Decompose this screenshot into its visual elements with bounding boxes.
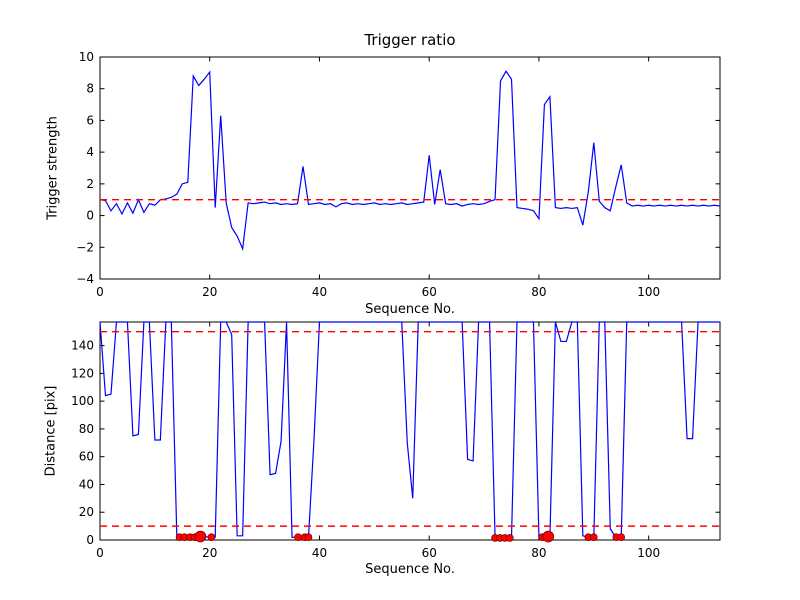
y-tick-label: 2 [86,177,94,191]
trigger-strength-line [99,70,721,252]
y-tick-label: 80 [79,422,94,436]
x-tick-label: 60 [422,546,437,560]
y-tick-label: 20 [79,505,94,519]
y-tick-label: 10 [79,50,94,64]
detection-dot [506,534,514,542]
x-tick-label: 80 [531,285,546,299]
x-tick-label: 20 [202,285,217,299]
y-tick-label: −2 [76,240,94,254]
bottom-yaxis-label: Distance [pix] [43,385,59,477]
detection-dot [194,530,207,543]
x-tick-label: 40 [312,546,327,560]
x-tick-label: 100 [637,285,660,299]
x-tick-label: 80 [531,546,546,560]
axes-frame [99,321,721,541]
x-tick-label: 100 [637,546,660,560]
detection-dot [542,530,555,543]
y-tick-label: 40 [79,477,94,491]
x-tick-label: 60 [422,285,437,299]
distance-line [99,321,720,540]
y-tick-label: 100 [71,394,94,408]
detection-dot [304,533,313,542]
y-tick-label: 0 [86,209,94,223]
y-tick-label: 8 [86,82,94,96]
y-tick-label: 0 [86,533,94,547]
x-tick-label: 40 [312,285,327,299]
chart-title: Trigger ratio [364,31,456,49]
y-tick-label: 4 [86,145,94,159]
axes-frame [99,56,721,280]
bottom-xaxis-label: Sequence No. [365,562,455,577]
detection-dot [617,533,626,542]
x-tick-label: 20 [202,546,217,560]
x-tick-label: 0 [96,546,104,560]
detection-dot [590,533,598,542]
x-tick-label: 0 [96,285,104,299]
top-xaxis-label: Sequence No. [365,302,455,317]
y-tick-label: 120 [71,366,94,380]
detection-dot [207,533,216,542]
detection-dot [294,533,302,542]
y-tick-label: 60 [79,450,94,464]
y-tick-label: 6 [86,113,94,127]
y-tick-label: −4 [76,272,94,286]
top-yaxis-label: Trigger strength [45,116,61,220]
y-tick-label: 140 [71,339,94,353]
